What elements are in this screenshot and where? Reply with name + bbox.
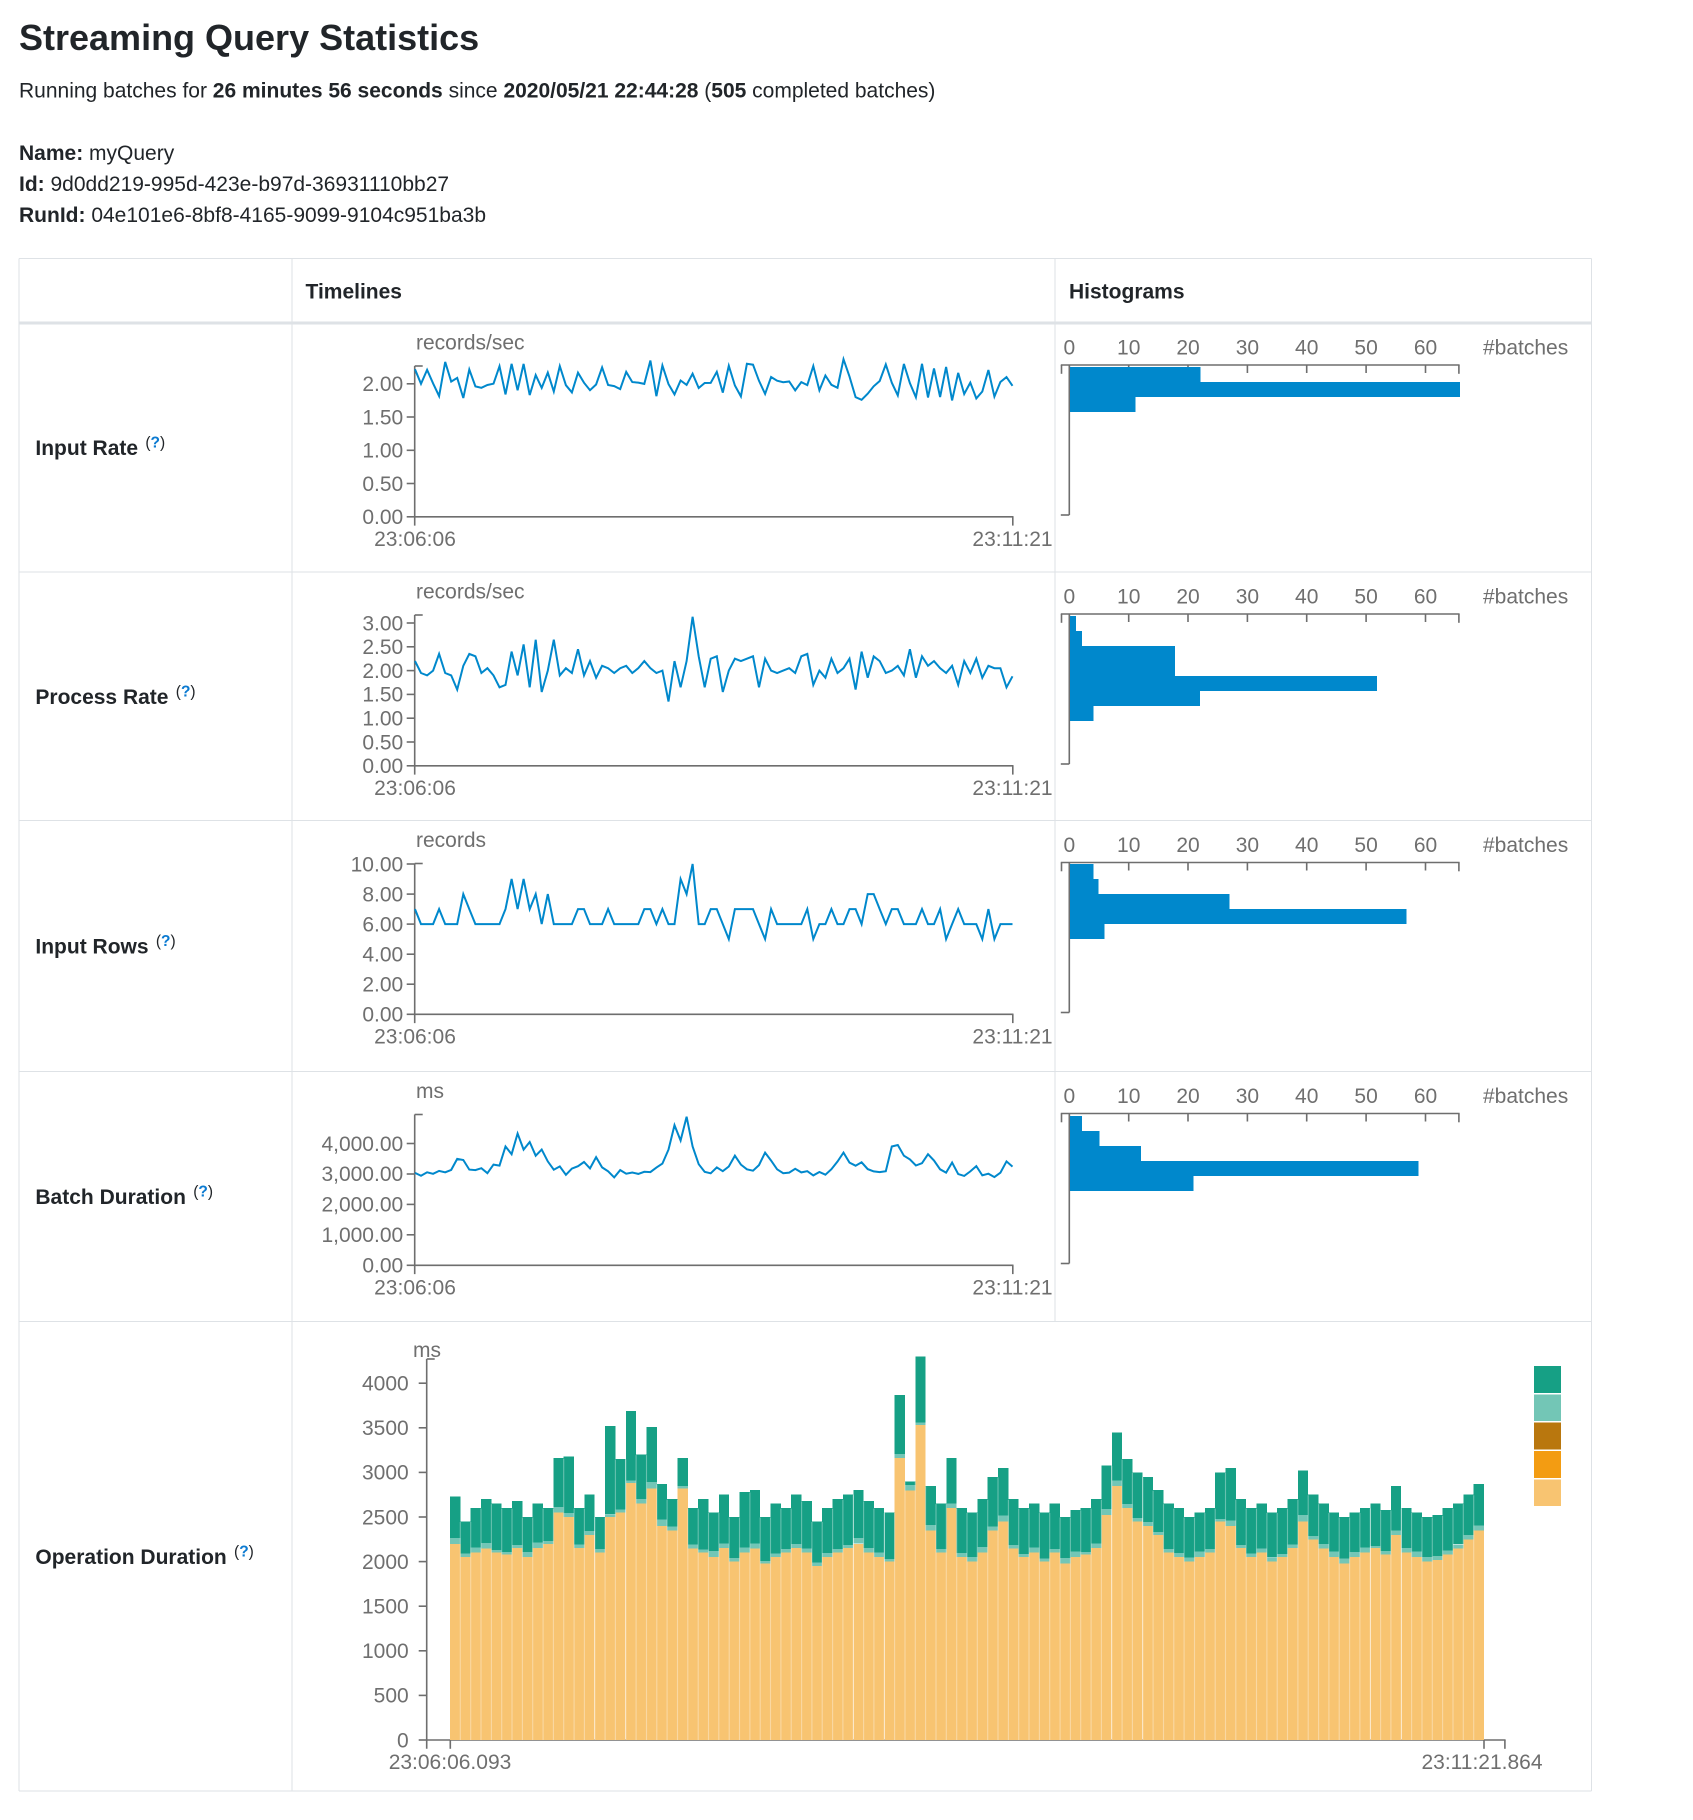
svg-text:60: 60 <box>1414 834 1437 857</box>
svg-text:6.00: 6.00 <box>362 913 403 936</box>
svg-text:ms: ms <box>413 1339 441 1362</box>
svg-text:10.00: 10.00 <box>351 853 404 876</box>
svg-text:3000: 3000 <box>362 1462 409 1485</box>
svg-text:3.00: 3.00 <box>362 612 403 635</box>
svg-text:10: 10 <box>1117 586 1140 609</box>
svg-text:#batches: #batches <box>1483 337 1568 360</box>
svg-text:Streaming Query Statistics: Streaming Query Statistics <box>19 17 479 58</box>
svg-text:10: 10 <box>1117 1085 1140 1108</box>
svg-text:40: 40 <box>1295 1085 1318 1108</box>
svg-text:3,000.00: 3,000.00 <box>321 1163 403 1186</box>
svg-text:1500: 1500 <box>362 1596 409 1619</box>
svg-text:0.00: 0.00 <box>362 506 403 529</box>
svg-text:60: 60 <box>1414 337 1437 360</box>
svg-text:20: 20 <box>1176 1085 1199 1108</box>
svg-text:1000: 1000 <box>362 1640 409 1663</box>
svg-text:23:06:06.093: 23:06:06.093 <box>389 1751 512 1774</box>
svg-text:23:11:21: 23:11:21 <box>972 1276 1052 1299</box>
svg-text:0: 0 <box>397 1729 409 1752</box>
svg-text:40: 40 <box>1295 834 1318 857</box>
svg-text:1.00: 1.00 <box>362 708 403 731</box>
svg-text:2,000.00: 2,000.00 <box>321 1194 403 1217</box>
svg-text:50: 50 <box>1354 586 1377 609</box>
svg-text:2.50: 2.50 <box>362 636 403 659</box>
svg-text:Batch Duration (?): Batch Duration (?) <box>35 1184 213 1209</box>
svg-text:3500: 3500 <box>362 1417 409 1440</box>
svg-text:0.50: 0.50 <box>362 473 403 496</box>
svg-text:Operation Duration (?): Operation Duration (?) <box>35 1543 253 1568</box>
svg-text:1.50: 1.50 <box>362 406 403 429</box>
svg-text:ms: ms <box>416 1080 444 1103</box>
svg-text:Running batches for 26 minutes: Running batches for 26 minutes 56 second… <box>19 79 935 102</box>
svg-text:1,000.00: 1,000.00 <box>321 1224 403 1247</box>
svg-text:0.00: 0.00 <box>362 1255 403 1278</box>
svg-text:23:11:21: 23:11:21 <box>972 777 1052 800</box>
svg-text:2000: 2000 <box>362 1551 409 1574</box>
svg-text:1.50: 1.50 <box>362 684 403 707</box>
svg-text:20: 20 <box>1176 834 1199 857</box>
svg-text:23:06:06: 23:06:06 <box>374 528 456 551</box>
svg-text:50: 50 <box>1354 1085 1377 1108</box>
svg-text:1.00: 1.00 <box>362 440 403 463</box>
svg-text:23:11:21: 23:11:21 <box>972 528 1052 551</box>
svg-text:Timelines: Timelines <box>306 280 403 303</box>
svg-text:records: records <box>416 829 486 852</box>
svg-text:4000: 4000 <box>362 1373 409 1396</box>
svg-text:30: 30 <box>1236 1085 1259 1108</box>
svg-text:10: 10 <box>1117 834 1140 857</box>
svg-text:60: 60 <box>1414 1085 1437 1108</box>
svg-text:records/sec: records/sec <box>416 581 525 604</box>
svg-text:30: 30 <box>1236 337 1259 360</box>
svg-text:0: 0 <box>1063 834 1075 857</box>
svg-text:0: 0 <box>1063 337 1075 360</box>
svg-text:2500: 2500 <box>362 1506 409 1529</box>
svg-text:50: 50 <box>1354 337 1377 360</box>
svg-text:0.00: 0.00 <box>362 755 403 778</box>
svg-text:records/sec: records/sec <box>416 332 525 355</box>
svg-text:23:11:21.864: 23:11:21.864 <box>1421 1751 1542 1774</box>
svg-text:4,000.00: 4,000.00 <box>321 1133 403 1156</box>
svg-text:8.00: 8.00 <box>362 883 403 906</box>
svg-text:4.00: 4.00 <box>362 944 403 967</box>
svg-text:20: 20 <box>1176 586 1199 609</box>
svg-text:2.00: 2.00 <box>362 660 403 683</box>
svg-text:2.00: 2.00 <box>362 373 403 396</box>
svg-text:40: 40 <box>1295 586 1318 609</box>
svg-text:#batches: #batches <box>1483 1085 1568 1108</box>
svg-text:23:06:06: 23:06:06 <box>374 1025 456 1048</box>
svg-text:#batches: #batches <box>1483 834 1568 857</box>
svg-text:#batches: #batches <box>1483 586 1568 609</box>
svg-text:23:11:21: 23:11:21 <box>972 1025 1052 1048</box>
svg-text:23:06:06: 23:06:06 <box>374 1276 456 1299</box>
svg-text:40: 40 <box>1295 337 1318 360</box>
svg-text:20: 20 <box>1176 337 1199 360</box>
svg-text:23:06:06: 23:06:06 <box>374 777 456 800</box>
svg-text:0.00: 0.00 <box>362 1004 403 1027</box>
svg-text:50: 50 <box>1354 834 1377 857</box>
svg-text:0: 0 <box>1063 1085 1075 1108</box>
svg-text:60: 60 <box>1414 586 1437 609</box>
svg-text:Histograms: Histograms <box>1069 280 1185 303</box>
svg-text:500: 500 <box>374 1685 409 1708</box>
svg-text:30: 30 <box>1236 586 1259 609</box>
svg-text:30: 30 <box>1236 834 1259 857</box>
svg-text:0: 0 <box>1063 586 1075 609</box>
svg-text:0.50: 0.50 <box>362 731 403 754</box>
svg-text:Id: 9d0dd219-995d-423e-b97d-36: Id: 9d0dd219-995d-423e-b97d-36931110bb27 <box>19 173 449 196</box>
svg-text:RunId: 04e101e6-8bf8-4165-9099: RunId: 04e101e6-8bf8-4165-9099-9104c951b… <box>19 204 486 227</box>
svg-text:2.00: 2.00 <box>362 974 403 997</box>
svg-text:10: 10 <box>1117 337 1140 360</box>
svg-text:Name: myQuery: Name: myQuery <box>19 142 175 165</box>
